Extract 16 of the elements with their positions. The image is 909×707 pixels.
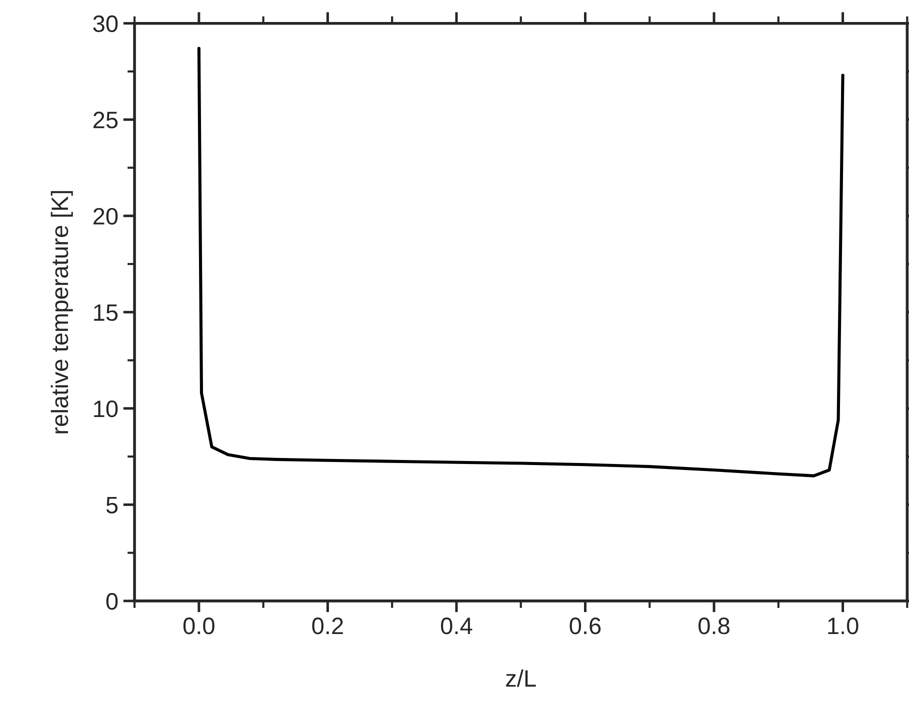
x-tick-label: 0.0 xyxy=(183,618,214,634)
x-tick-label: 0.8 xyxy=(698,618,730,634)
y-tick-label: 30 xyxy=(93,15,118,32)
x-tick-label: 0.6 xyxy=(570,618,601,634)
x-tick-label: 0.4 xyxy=(440,618,472,634)
x-tick-label: 0.2 xyxy=(312,618,343,634)
y-tick-label: 10 xyxy=(94,400,118,418)
y-axis-title: relative temperature [K] xyxy=(50,191,73,434)
x-tick-label: 1.0 xyxy=(828,618,858,634)
line-series xyxy=(197,46,844,478)
y-tick-label: 25 xyxy=(93,112,118,128)
x-axis-title: z/L xyxy=(506,669,536,687)
y-tick-label: 15 xyxy=(94,304,118,321)
y-tick-label: 5 xyxy=(106,496,118,514)
y-tick-label: 0 xyxy=(106,593,118,610)
y-tick-label: 20 xyxy=(93,208,118,225)
